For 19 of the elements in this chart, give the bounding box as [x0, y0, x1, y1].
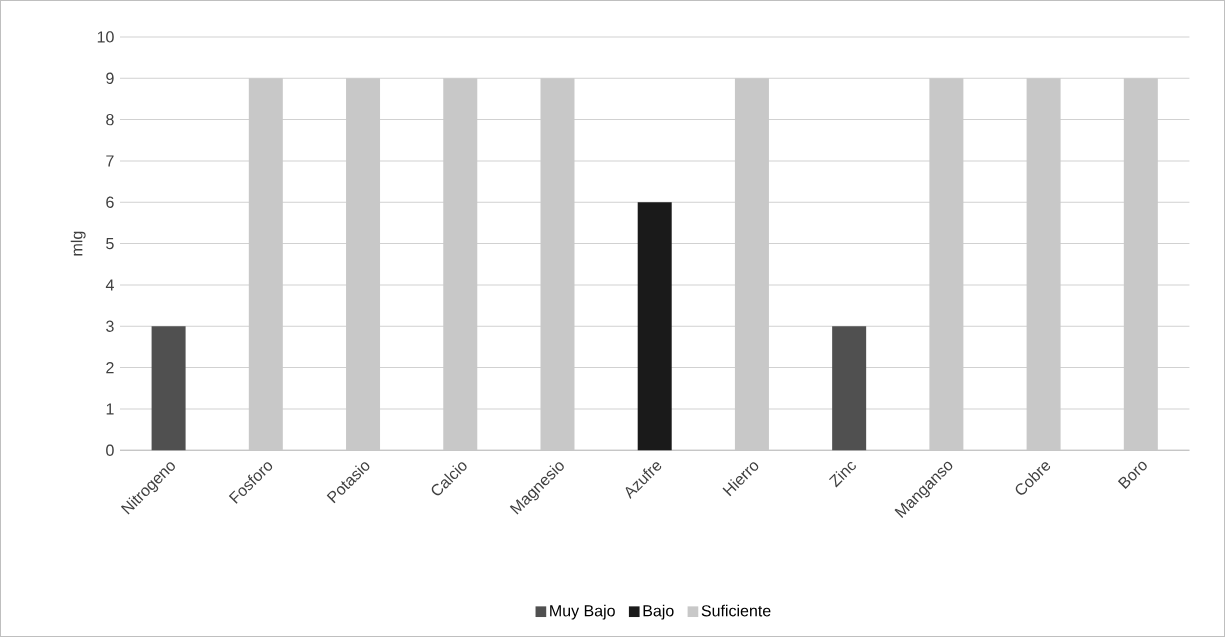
legend-label: Suficiente [701, 604, 771, 617]
y-tick-label: 2 [106, 362, 114, 374]
y-tick-label: 5 [106, 238, 114, 250]
y-tick-label: 10 [97, 31, 114, 43]
y-tick-label: 9 [106, 72, 114, 84]
y-tick-label: 8 [106, 113, 114, 126]
y-tick-label: 4 [105, 279, 114, 291]
y-tick-label: 6 [106, 196, 114, 208]
x-tick-label: Zinc [828, 461, 856, 488]
bar [637, 202, 672, 451]
y-axis-title: mlg [70, 231, 86, 256]
legend-label: Bajo [643, 604, 674, 620]
y-tick-label: 1 [106, 403, 114, 415]
y-tick-label: 3 [106, 320, 114, 332]
y-tick-label: 7 [106, 155, 114, 167]
legend-label: Muy Bajo [550, 604, 615, 620]
y-tick-label: 0 [106, 444, 114, 456]
bar [151, 326, 186, 451]
bar [832, 326, 867, 451]
